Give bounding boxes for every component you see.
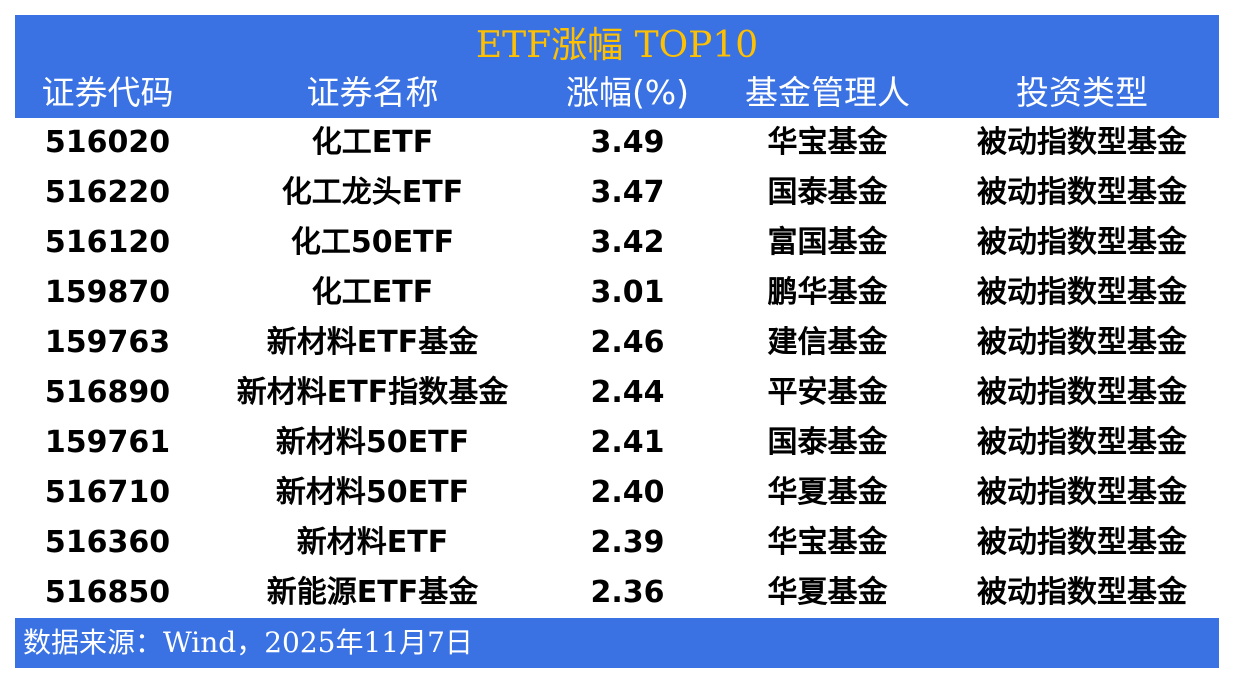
table-row: 516360 新材料ETF 2.39 华宝基金 被动指数型基金 (15, 518, 1219, 568)
cell-code: 516220 (44, 175, 171, 210)
table-row: 516850 新能源ETF基金 2.36 华夏基金 被动指数型基金 (15, 568, 1219, 618)
cell-change: 2.41 (590, 425, 665, 460)
cell-name: 新材料ETF (296, 525, 449, 560)
table-row: 516890 新材料ETF指数基金 2.44 平安基金 被动指数型基金 (15, 368, 1219, 418)
header-change: 涨幅(%) (565, 73, 690, 112)
cell-change: 3.01 (590, 275, 665, 310)
cell-type: 被动指数型基金 (977, 175, 1187, 210)
cell-manager: 富国基金 (767, 225, 888, 260)
cell-name: 化工ETF (311, 125, 434, 160)
cell-name: 新能源ETF基金 (266, 575, 479, 610)
table-row: 516710 新材料50ETF 2.40 华夏基金 被动指数型基金 (15, 468, 1219, 518)
cell-type: 被动指数型基金 (977, 375, 1187, 410)
cell-name: 新材料ETF基金 (266, 325, 479, 360)
cell-manager: 国泰基金 (767, 175, 888, 210)
cell-change: 2.39 (590, 525, 665, 560)
cell-code: 159870 (44, 275, 171, 310)
cell-name: 新材料50ETF (275, 425, 470, 460)
table-row: 159761 新材料50ETF 2.41 国泰基金 被动指数型基金 (15, 418, 1219, 468)
cell-manager: 华夏基金 (767, 575, 888, 610)
cell-type: 被动指数型基金 (977, 575, 1187, 610)
cell-change: 3.47 (590, 175, 665, 210)
cell-change: 3.49 (590, 125, 665, 160)
cell-type: 被动指数型基金 (977, 475, 1187, 510)
header-manager: 基金管理人 (745, 73, 910, 112)
source-footer: 数据来源：Wind，2025年11月7日 (15, 618, 1219, 668)
etf-table: ETF涨幅 TOP10 证券代码 证券名称 涨幅(%) 基金管理人 投资类型 5… (15, 15, 1219, 618)
table-row: 516020 化工ETF 3.49 华宝基金 被动指数型基金 (15, 118, 1219, 168)
table-row: 159763 新材料ETF基金 2.46 建信基金 被动指数型基金 (15, 318, 1219, 368)
cell-change: 2.36 (590, 575, 665, 610)
table-row: 516220 化工龙头ETF 3.47 国泰基金 被动指数型基金 (15, 168, 1219, 218)
cell-change: 3.42 (590, 225, 665, 260)
cell-name: 化工50ETF (290, 225, 455, 260)
header-row: 证券代码 证券名称 涨幅(%) 基金管理人 投资类型 (15, 70, 1219, 118)
cell-manager: 华宝基金 (767, 125, 888, 160)
cell-code: 159763 (44, 325, 171, 360)
table-row: 516120 化工50ETF 3.42 富国基金 被动指数型基金 (15, 218, 1219, 268)
cell-name: 化工龙头ETF (281, 175, 464, 210)
cell-manager: 国泰基金 (767, 425, 888, 460)
cell-type: 被动指数型基金 (977, 425, 1187, 460)
table-row: 159870 化工ETF 3.01 鹏华基金 被动指数型基金 (15, 268, 1219, 318)
cell-code: 516120 (44, 225, 171, 260)
cell-type: 被动指数型基金 (977, 525, 1187, 560)
cell-change: 2.44 (590, 375, 665, 410)
cell-change: 2.40 (590, 475, 665, 510)
cell-code: 516020 (44, 125, 171, 160)
cell-code: 516360 (44, 525, 171, 560)
cell-code: 159761 (44, 425, 171, 460)
cell-manager: 平安基金 (767, 375, 888, 410)
table-title: ETF涨幅 TOP10 (15, 15, 1219, 70)
cell-code: 516890 (44, 375, 171, 410)
table-body: 516020 化工ETF 3.49 华宝基金 被动指数型基金 516220 化工龙头ETF 3… (15, 118, 1219, 618)
cell-manager: 华宝基金 (767, 525, 888, 560)
cell-code: 516710 (44, 475, 171, 510)
cell-type: 被动指数型基金 (977, 125, 1187, 160)
cell-type: 被动指数型基金 (977, 275, 1187, 310)
cell-name: 化工ETF (311, 275, 434, 310)
header-name: 证券名称 (306, 73, 439, 112)
cell-manager: 鹏华基金 (767, 275, 888, 310)
cell-type: 被动指数型基金 (977, 225, 1187, 260)
cell-change: 2.46 (590, 325, 665, 360)
cell-manager: 华夏基金 (767, 475, 888, 510)
header-type: 投资类型 (1016, 73, 1148, 112)
cell-name: 新材料50ETF (275, 475, 470, 510)
cell-name: 新材料ETF指数基金 (236, 375, 509, 410)
cell-code: 516850 (44, 575, 171, 610)
header-code: 证券代码 (41, 73, 174, 112)
cell-type: 被动指数型基金 (977, 325, 1187, 360)
cell-manager: 建信基金 (767, 325, 888, 360)
